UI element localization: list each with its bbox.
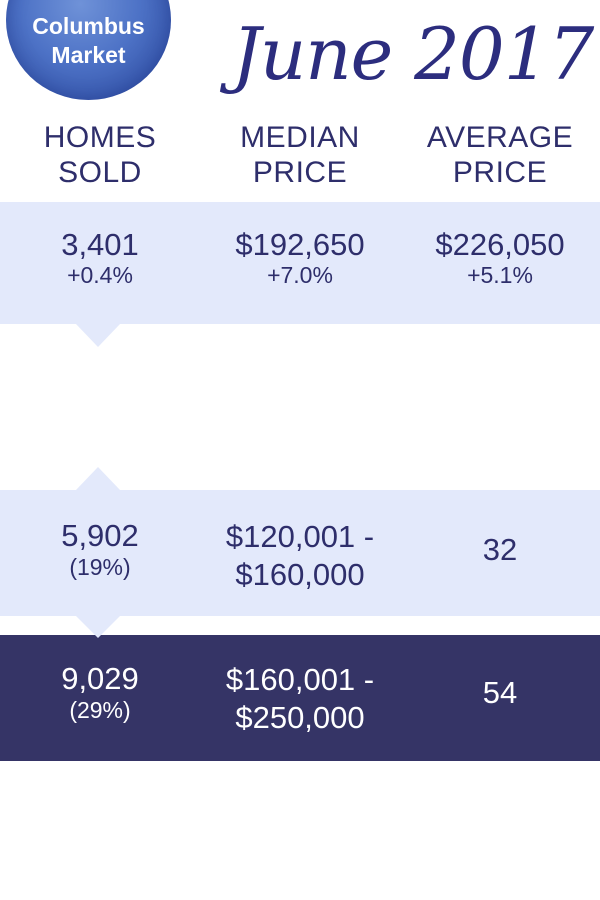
row-1-range-high: $160,000 — [235, 557, 365, 592]
summary-pointer-arrow — [76, 324, 120, 347]
average-price-change: +5.1% — [467, 262, 533, 288]
row-2-value: 54 — [400, 661, 600, 711]
header-average-price-line1: AVERAGE — [426, 121, 574, 154]
row-2-price-range: $160,001 - $250,000 — [200, 661, 400, 737]
row-1-price-range: $120,001 - $160,000 — [200, 518, 400, 594]
median-price-change: +7.0% — [267, 262, 333, 288]
badge-line-2: Market — [51, 42, 126, 68]
row-2-share: (29%) — [69, 697, 131, 723]
price-range-row — [0, 490, 600, 616]
header-homes-sold: HOMES SOLD — [0, 120, 200, 190]
header-median-price-line2: PRICE — [252, 156, 348, 189]
row-2-count: 9,029 (29%) — [0, 661, 200, 724]
summary-average-price: $226,050 +5.1% — [400, 228, 600, 289]
columbus-market-badge: Columbus Market — [6, 0, 171, 100]
row-1-share: (19%) — [69, 554, 131, 580]
summary-band — [0, 202, 600, 324]
average-price-value: $226,050 — [435, 227, 565, 262]
homes-sold-change: +0.4% — [67, 262, 133, 288]
header-median-price-line1: MEDIAN — [240, 121, 360, 154]
page-title: June 2017 — [232, 12, 594, 96]
header-average-price-line2: PRICE — [452, 156, 548, 189]
row-1-value-text: 32 — [482, 532, 518, 567]
row-1-pointer-arrow — [76, 467, 120, 490]
badge-label: Columbus Market — [6, 12, 171, 70]
row-1-count-value: 5,902 — [61, 518, 139, 553]
row-2-count-value: 9,029 — [61, 661, 139, 696]
median-price-value: $192,650 — [235, 227, 365, 262]
row-2-range-high: $250,000 — [235, 700, 365, 735]
row-2-value-text: 54 — [482, 675, 518, 710]
row-1-range-low: $120,001 - — [225, 519, 375, 554]
homes-sold-value: 3,401 — [61, 227, 139, 262]
summary-homes-sold: 3,401 +0.4% — [0, 228, 200, 289]
row-1-value: 32 — [400, 518, 600, 568]
header-average-price: AVERAGE PRICE — [400, 120, 600, 190]
row-2-range-low: $160,001 - — [225, 662, 375, 697]
header-homes-sold-line1: HOMES — [43, 121, 157, 154]
row-1-count: 5,902 (19%) — [0, 518, 200, 581]
row-2-pointer-arrow — [76, 616, 120, 638]
summary-median-price: $192,650 +7.0% — [200, 228, 400, 289]
badge-line-1: Columbus — [32, 13, 145, 39]
header-median-price: MEDIAN PRICE — [200, 120, 400, 190]
header-homes-sold-line2: SOLD — [58, 156, 142, 189]
price-range-row-highlighted — [0, 635, 600, 761]
